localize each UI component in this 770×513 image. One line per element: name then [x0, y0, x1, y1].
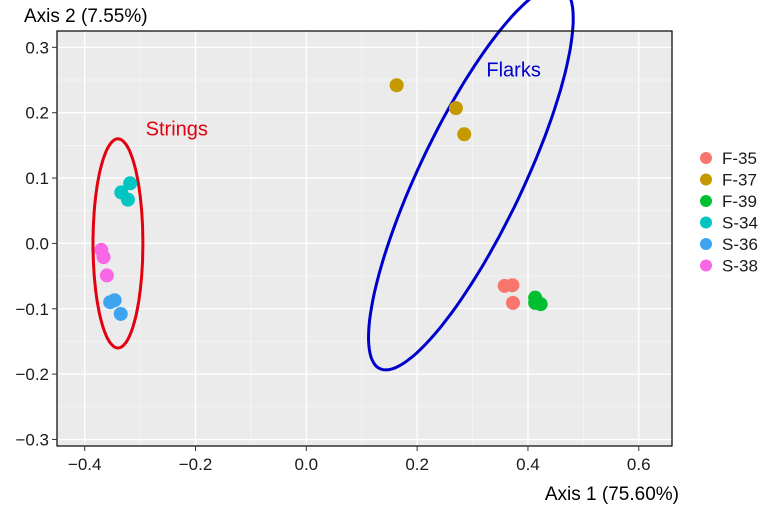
y-tick-label: 0.2 — [25, 104, 49, 123]
y-axis-title: Axis 2 (7.55%) — [24, 6, 148, 27]
group-ellipses — [91, 0, 575, 372]
x-axis-ticks: −0.4 −0.2 0.0 0.2 0.4 0.6 — [68, 446, 651, 474]
point-s-36 — [103, 295, 118, 310]
point-f-37 — [457, 127, 472, 142]
y-tick-label: 0.1 — [25, 169, 49, 188]
legend-key-f-37 — [700, 173, 712, 186]
plot-panel-border — [56, 30, 673, 447]
legend: F-35 F-37 F-39 S-34 S-36 S-38 — [700, 149, 758, 276]
minor-gridlines — [57, 31, 672, 446]
x-tick-label: 0.0 — [295, 455, 319, 474]
data-points — [94, 78, 548, 321]
y-tick-label: 0.0 — [25, 234, 49, 253]
y-tick-label: −0.3 — [15, 430, 49, 449]
legend-label-s-34: S-34 — [722, 214, 758, 233]
x-tick-label: 0.6 — [627, 455, 651, 474]
y-tick-label: 0.3 — [25, 38, 49, 57]
point-s-34 — [123, 176, 138, 191]
legend-label-s-38: S-38 — [722, 257, 758, 276]
point-s-36 — [113, 306, 128, 321]
point-f-35 — [505, 295, 520, 310]
group-labels: Strings Flarks — [146, 60, 541, 141]
ellipse-strings — [91, 137, 145, 350]
legend-key-f-35 — [700, 152, 712, 164]
legend-key-f-39 — [700, 195, 712, 207]
legend-label-f-35: F-35 — [722, 149, 757, 168]
plot-panel-background — [57, 31, 672, 446]
point-f-37 — [389, 78, 404, 93]
ellipse-flarks — [366, 0, 575, 372]
legend-label-f-37: F-37 — [722, 171, 757, 190]
legend-key-s-34 — [700, 216, 712, 229]
major-gridlines — [57, 31, 672, 446]
point-f-37 — [448, 101, 463, 116]
legend-key-s-38 — [700, 259, 712, 272]
legend-key-s-36 — [700, 238, 712, 250]
x-tick-label: 0.2 — [405, 455, 429, 474]
y-axis-ticks: 0.3 0.2 0.1 0.0 −0.1 −0.2 −0.3 — [15, 38, 57, 449]
legend-label-s-36: S-36 — [722, 235, 758, 254]
x-axis-title: Axis 1 (75.60%) — [545, 484, 679, 505]
x-tick-label: −0.2 — [179, 455, 213, 474]
point-f-35 — [505, 278, 520, 293]
legend-label-f-39: F-39 — [722, 192, 757, 211]
y-tick-label: −0.1 — [15, 300, 49, 319]
point-s-38 — [99, 268, 114, 283]
x-tick-label: −0.4 — [68, 455, 102, 474]
x-tick-label: 0.4 — [516, 455, 540, 474]
point-s-38 — [96, 250, 111, 265]
point-s-34 — [120, 192, 135, 207]
label-flarks: Flarks — [486, 60, 540, 82]
label-strings: Strings — [146, 119, 208, 141]
point-f-39 — [533, 297, 548, 312]
y-tick-label: −0.2 — [15, 365, 49, 384]
